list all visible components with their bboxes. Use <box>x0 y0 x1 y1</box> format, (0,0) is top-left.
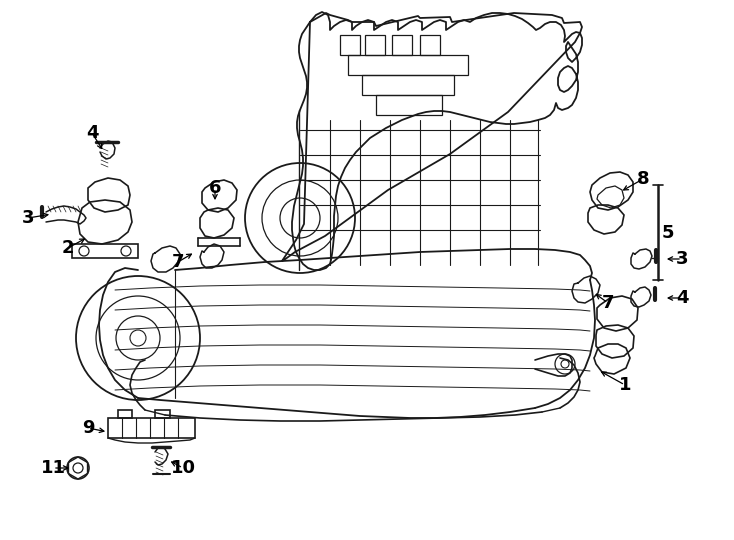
Text: 4: 4 <box>86 124 98 142</box>
Text: 11: 11 <box>40 459 65 477</box>
Text: 5: 5 <box>662 224 675 242</box>
Text: 1: 1 <box>619 376 631 394</box>
Text: 6: 6 <box>208 179 221 197</box>
Text: 8: 8 <box>636 170 650 188</box>
Text: 4: 4 <box>676 289 688 307</box>
Text: 7: 7 <box>172 253 184 271</box>
Text: 7: 7 <box>602 294 614 312</box>
Text: 9: 9 <box>81 419 94 437</box>
Text: 2: 2 <box>62 239 74 257</box>
Text: 3: 3 <box>22 209 34 227</box>
Text: 10: 10 <box>170 459 195 477</box>
Text: 3: 3 <box>676 250 688 268</box>
